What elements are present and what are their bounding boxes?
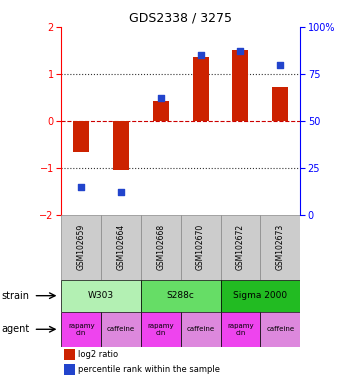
- FancyBboxPatch shape: [260, 312, 300, 347]
- FancyBboxPatch shape: [181, 312, 221, 347]
- Bar: [272, 87, 288, 121]
- Text: percentile rank within the sample: percentile rank within the sample: [78, 365, 220, 374]
- Text: Sigma 2000: Sigma 2000: [233, 291, 287, 300]
- Text: GSM102673: GSM102673: [276, 224, 285, 270]
- FancyBboxPatch shape: [61, 312, 101, 347]
- Point: [238, 48, 243, 55]
- Title: GDS2338 / 3275: GDS2338 / 3275: [129, 11, 232, 24]
- Point: [78, 184, 84, 190]
- Text: log2 ratio: log2 ratio: [78, 350, 118, 359]
- Point: [158, 95, 164, 101]
- Text: GSM102668: GSM102668: [156, 224, 165, 270]
- FancyBboxPatch shape: [260, 215, 300, 280]
- Bar: [233, 50, 248, 121]
- FancyBboxPatch shape: [221, 312, 260, 347]
- Text: GSM102672: GSM102672: [236, 224, 245, 270]
- Bar: [193, 58, 209, 121]
- Point: [278, 61, 283, 68]
- Text: W303: W303: [88, 291, 114, 300]
- Bar: [113, 121, 129, 170]
- FancyBboxPatch shape: [61, 215, 101, 280]
- FancyBboxPatch shape: [221, 215, 260, 280]
- Text: rapamy
cin: rapamy cin: [227, 323, 254, 336]
- Text: agent: agent: [2, 324, 30, 334]
- Text: GSM102664: GSM102664: [117, 224, 125, 270]
- FancyBboxPatch shape: [221, 280, 300, 312]
- Bar: [64, 364, 74, 375]
- Text: caffeine: caffeine: [187, 326, 215, 332]
- Text: caffeine: caffeine: [266, 326, 294, 332]
- FancyBboxPatch shape: [141, 280, 221, 312]
- Bar: [64, 349, 74, 360]
- Text: rapamy
cin: rapamy cin: [148, 323, 174, 336]
- FancyBboxPatch shape: [101, 215, 141, 280]
- FancyBboxPatch shape: [141, 215, 181, 280]
- Text: GSM102659: GSM102659: [77, 224, 86, 270]
- FancyBboxPatch shape: [101, 312, 141, 347]
- Point: [198, 52, 203, 58]
- FancyBboxPatch shape: [61, 280, 141, 312]
- Text: caffeine: caffeine: [107, 326, 135, 332]
- Bar: [153, 101, 169, 121]
- FancyBboxPatch shape: [181, 215, 221, 280]
- Text: S288c: S288c: [167, 291, 195, 300]
- Text: strain: strain: [2, 291, 30, 301]
- FancyBboxPatch shape: [141, 312, 181, 347]
- Bar: [73, 121, 89, 152]
- Point: [118, 189, 124, 195]
- Text: GSM102670: GSM102670: [196, 224, 205, 270]
- Text: rapamy
cin: rapamy cin: [68, 323, 94, 336]
